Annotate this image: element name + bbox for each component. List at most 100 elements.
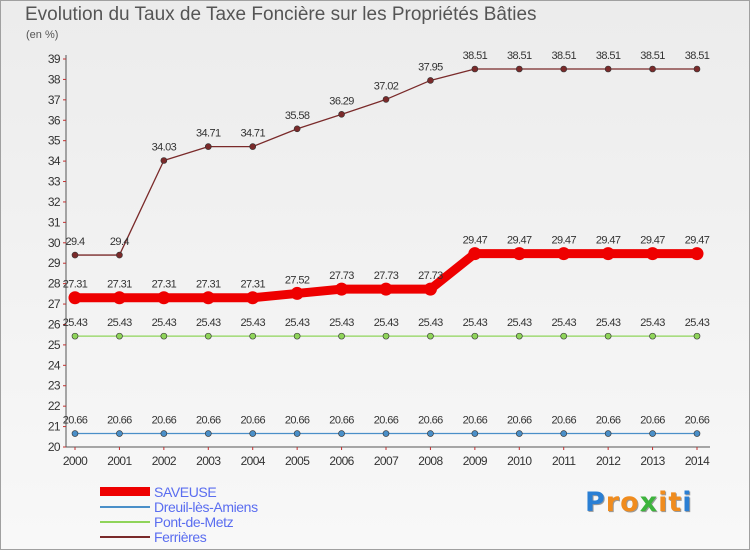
data-point bbox=[379, 282, 393, 296]
data-point bbox=[471, 430, 479, 437]
x-tick-label: 2011 bbox=[552, 454, 576, 468]
data-label: 20.66 bbox=[240, 415, 265, 427]
data-point bbox=[293, 430, 301, 437]
data-label: 29.47 bbox=[596, 235, 621, 247]
x-tick-label: 2008 bbox=[418, 454, 443, 468]
data-label: 37.95 bbox=[418, 61, 443, 73]
data-label: 35.58 bbox=[285, 110, 310, 122]
data-point bbox=[382, 430, 390, 437]
data-point bbox=[157, 291, 171, 305]
data-label: 34.71 bbox=[196, 128, 221, 140]
data-point bbox=[112, 291, 126, 305]
data-point bbox=[204, 332, 212, 340]
data-point bbox=[293, 125, 301, 133]
y-tick-label: 37 bbox=[48, 93, 61, 107]
data-label: 20.66 bbox=[507, 415, 532, 427]
x-tick-label: 2012 bbox=[596, 454, 621, 468]
data-point bbox=[204, 143, 212, 150]
data-point bbox=[468, 247, 482, 261]
data-label: 25.43 bbox=[685, 317, 710, 329]
data-point bbox=[693, 65, 701, 73]
legend-item: SAVEUSE bbox=[100, 483, 258, 500]
x-tick-label: 2001 bbox=[107, 454, 132, 468]
data-point bbox=[338, 332, 345, 340]
data-label: 27.31 bbox=[63, 279, 88, 291]
legend-item: Ferrières bbox=[100, 529, 258, 545]
data-label: 36.29 bbox=[329, 95, 354, 107]
data-label: 25.43 bbox=[240, 317, 265, 329]
data-label: 27.31 bbox=[196, 279, 221, 291]
data-point bbox=[116, 430, 123, 437]
logo-letter: x bbox=[639, 487, 659, 518]
data-label: 38.51 bbox=[507, 50, 532, 62]
data-point bbox=[557, 247, 571, 261]
data-point bbox=[249, 332, 257, 340]
data-point bbox=[160, 332, 168, 340]
data-label: 29.47 bbox=[507, 235, 532, 247]
x-tick-label: 2014 bbox=[685, 454, 710, 468]
data-label: 37.02 bbox=[374, 80, 399, 92]
data-label: 27.73 bbox=[329, 270, 354, 282]
y-tick-label: 22 bbox=[48, 399, 61, 413]
logo-letter: P bbox=[585, 487, 606, 518]
series-layer bbox=[68, 65, 704, 437]
data-label: 27.31 bbox=[152, 279, 177, 291]
data-label: 25.43 bbox=[640, 317, 665, 329]
x-tick-label: 2007 bbox=[374, 454, 399, 468]
data-point bbox=[649, 65, 656, 73]
data-point bbox=[690, 247, 704, 261]
data-point bbox=[427, 332, 434, 340]
data-label: 20.66 bbox=[63, 415, 88, 427]
y-tick-label: 30 bbox=[48, 236, 61, 250]
data-label: 34.03 bbox=[152, 141, 177, 153]
data-label: 25.43 bbox=[152, 317, 177, 329]
data-point bbox=[71, 251, 79, 259]
data-point bbox=[249, 143, 257, 150]
legend-label: SAVEUSE bbox=[154, 483, 217, 500]
x-tick-label: 2003 bbox=[196, 454, 221, 468]
data-label: 34.71 bbox=[240, 128, 265, 140]
data-point bbox=[604, 332, 612, 340]
data-label: 27.31 bbox=[240, 279, 265, 291]
data-point bbox=[246, 291, 260, 305]
x-tick-label: 2013 bbox=[640, 454, 665, 468]
logo-letter: i bbox=[658, 487, 669, 518]
series-2 bbox=[71, 332, 701, 340]
data-label: 27.73 bbox=[418, 270, 443, 282]
data-label: 38.51 bbox=[596, 50, 621, 62]
data-point bbox=[71, 430, 79, 437]
data-label: 27.73 bbox=[374, 270, 399, 282]
y-tick-label: 25 bbox=[48, 338, 61, 352]
data-point bbox=[427, 430, 434, 437]
data-point bbox=[201, 291, 215, 305]
data-point bbox=[601, 247, 615, 261]
data-label: 38.51 bbox=[551, 50, 576, 62]
data-point bbox=[604, 430, 612, 437]
data-label: 20.66 bbox=[374, 415, 399, 427]
data-label: 38.51 bbox=[685, 50, 710, 62]
x-tick-label: 2004 bbox=[241, 454, 266, 468]
legend-item: Pont-de-Metz bbox=[100, 513, 258, 530]
y-tick-label: 39 bbox=[48, 52, 61, 66]
x-tick-label: 2006 bbox=[329, 454, 354, 468]
data-label: 27.52 bbox=[285, 274, 310, 286]
y-tick-label: 32 bbox=[48, 195, 61, 209]
data-label: 20.66 bbox=[285, 415, 310, 427]
series-0 bbox=[68, 247, 704, 305]
data-label: 20.66 bbox=[196, 415, 221, 427]
x-tick-label: 2010 bbox=[507, 454, 532, 468]
data-label: 29.47 bbox=[551, 235, 576, 247]
data-label: 29.47 bbox=[463, 235, 488, 247]
y-tick-label: 33 bbox=[48, 175, 61, 189]
data-label: 29.47 bbox=[685, 235, 710, 247]
legend-swatch bbox=[100, 505, 150, 508]
data-point bbox=[71, 332, 79, 340]
data-point bbox=[560, 430, 568, 437]
data-label: 29.4 bbox=[110, 236, 129, 248]
data-label: 20.66 bbox=[463, 415, 488, 427]
data-label: 20.66 bbox=[640, 415, 665, 427]
legend-label: Pont-de-Metz bbox=[154, 513, 234, 530]
y-tick-label: 27 bbox=[48, 297, 61, 311]
x-tick-label: 2002 bbox=[152, 454, 177, 468]
